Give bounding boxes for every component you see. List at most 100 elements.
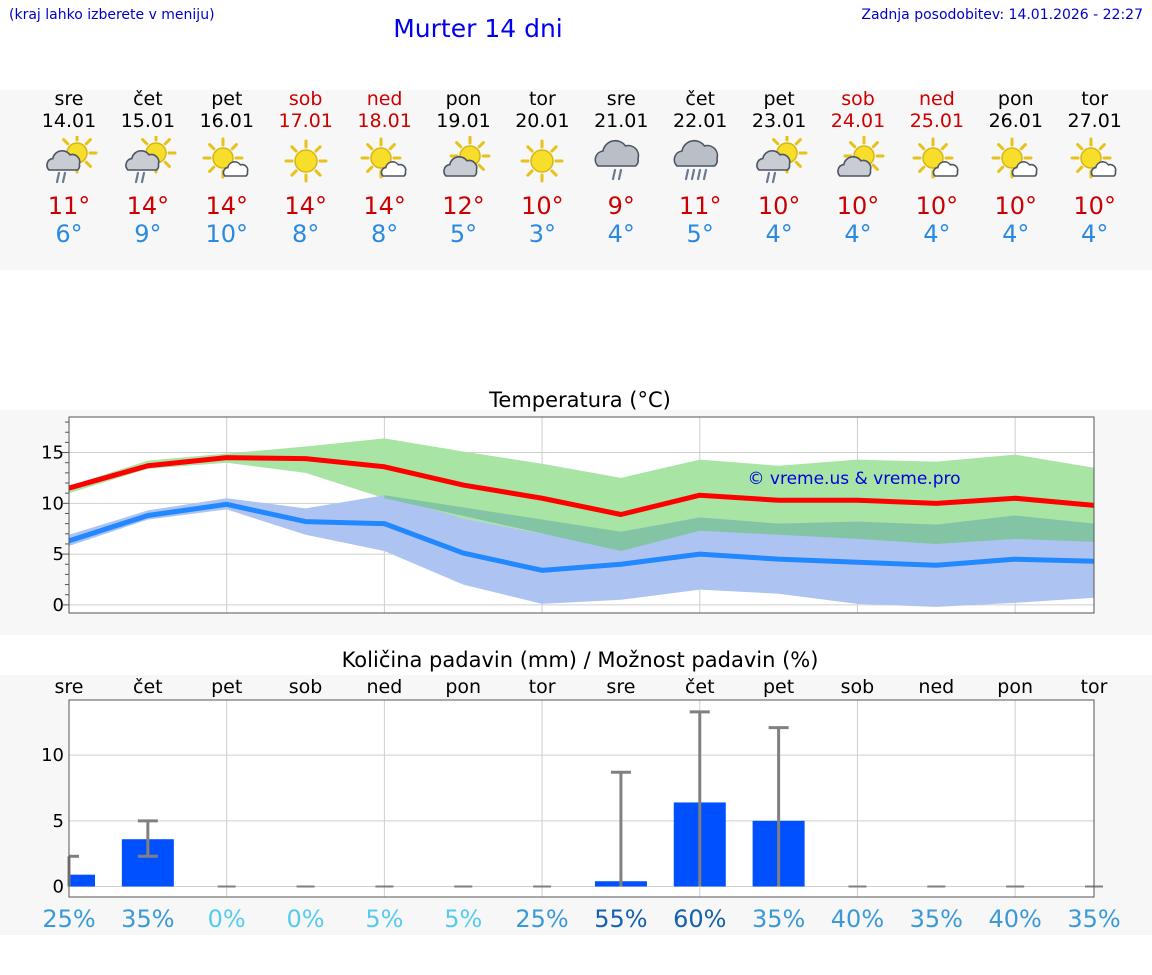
sun-cloud-rain-icon [756,132,808,184]
cloud-rain-icon [594,139,640,181]
precipitation-probability: 40% [831,905,884,933]
day-column: sre 21.01 9° 4° [581,88,661,248]
precipitation-probability: 60% [673,905,726,933]
max-temperature: 9° [607,192,635,220]
precipitation-probability: 25% [515,905,568,933]
y-tick-label: 5 [53,544,64,565]
day-column: tor 27.01 10° 4° [1055,88,1135,248]
precipitation-probability: 35% [910,905,963,933]
max-temperature: 10° [836,192,880,220]
day-name: pet [211,88,243,110]
day-name: čet [133,88,163,110]
min-temperature: 5° [686,220,714,248]
precipitation-probability: 25% [42,905,95,933]
day-date: 17.01 [278,110,333,132]
max-temperature: 14° [284,192,327,220]
category-label: ned [366,676,402,698]
max-temperature: 11° [678,192,722,220]
day-column: pon 19.01 12° 5° [424,88,504,248]
y-tick-label: 0 [53,595,64,616]
forecast-days: sre 14.01 11° 6° čet 15.01 14° 9° pet 16.01 14° 10°… [0,88,1152,268]
day-name: pon [445,88,482,110]
min-temperature: 6° [55,220,83,248]
last-update: Zadnja posodobitev: 14.01.2026 - 22:27 [861,7,1143,23]
max-temperature: 10° [757,192,801,220]
precipitation-probability: 0% [208,905,246,933]
day-name: tor [528,88,556,110]
day-date: 27.01 [1067,110,1122,132]
page-title: Murter 14 dni [393,14,563,43]
min-temperature: 3° [528,220,557,248]
cloud-heavy-rain-icon [673,139,719,181]
y-tick-label: 10 [41,493,64,514]
sun-cloud-icon [442,135,490,177]
min-temperature: 8° [370,220,399,248]
category-label: čet [133,676,163,698]
min-temperature: 8° [292,220,320,248]
day-name: pet [763,88,795,110]
max-temperature: 10° [994,192,1038,220]
precipitation-probability: 0% [286,905,324,933]
sun-cloud-rain-icon [125,132,177,184]
day-date: 20.01 [515,110,570,132]
y-tick-label: 5 [53,811,64,832]
min-temperature: 4° [1081,220,1109,248]
category-label: pon [997,676,1033,698]
day-name: tor [1081,88,1109,110]
y-tick-label: 10 [41,745,64,766]
precipitation-probability: 35% [121,905,174,933]
day-name: sre [606,88,636,110]
y-tick-label: 0 [53,876,64,897]
day-column: ned 25.01 10° 4° [897,88,977,248]
precipitation-probability: 5% [365,905,403,933]
precipitation-probability: 55% [594,905,647,933]
day-column: sre 14.01 11° 6° [29,88,109,248]
max-temperature: 10° [1073,192,1116,220]
sun-icon [520,139,564,183]
min-temperature: 4° [1002,220,1030,248]
min-temperature: 4° [923,220,951,248]
day-date: 23.01 [751,110,807,132]
category-label: tor [1081,676,1108,698]
max-temperature: 10° [915,192,959,220]
sun-cloud-icon [837,135,885,177]
forecast-strip [0,90,1152,270]
precipitation-bar [69,874,95,887]
plot-area [69,700,1094,897]
y-tick-label: 15 [41,443,64,464]
day-name: ned [918,88,955,110]
location-hint[interactable]: (kraj lahko izberete v meniju) [9,7,215,23]
day-column: čet 15.01 14° 9° [108,88,188,248]
day-date: 25.01 [909,110,965,132]
day-date: 26.01 [988,110,1043,132]
category-label: tor [529,676,556,698]
day-column: ned 18.01 14° 8° [345,88,425,248]
precipitation-probability: 35% [752,905,805,933]
day-name: sob [841,88,875,110]
sun-small-cloud-icon [360,137,407,179]
day-name: pon [997,88,1034,110]
day-date: 22.01 [672,110,728,132]
category-label: sob [289,676,323,698]
band-overlap [384,495,1094,552]
day-name: čet [685,88,715,110]
sun-small-cloud-icon [991,137,1038,179]
day-name: sre [54,88,84,110]
precipitation-probability: 40% [988,905,1041,933]
day-column: pet 16.01 14° 10° [187,88,267,248]
sun-small-cloud-icon [202,137,249,179]
category-label: sob [841,676,875,698]
category-label: sre [55,676,84,698]
day-name: sob [288,88,323,110]
day-date: 14.01 [41,110,97,132]
day-date: 21.01 [594,110,649,132]
max-temperature-line [68,455,1095,517]
min-temperature: 4° [844,220,872,248]
day-date: 24.01 [830,110,886,132]
min-temperature: 4° [765,220,793,248]
min-temperature: 4° [607,220,635,248]
max-temperature: 12° [442,192,485,220]
day-column: čet 22.01 11° 5° [660,88,740,248]
day-date: 16.01 [199,110,254,132]
